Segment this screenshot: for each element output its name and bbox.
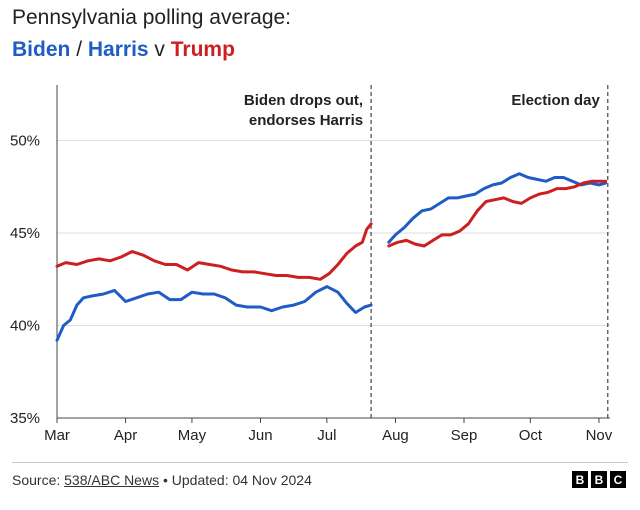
x-tick-label: Apr [114,427,137,444]
bbc-logo-letter: B [572,471,588,488]
x-tick-label: May [178,427,207,444]
gridlines [57,140,610,419]
chart-title: Pennsylvania polling average: [12,6,292,29]
series-lines [55,172,608,342]
footer-divider [12,462,628,463]
tick-labels: 35% 40% 45% 50% Mar Apr May Jun Jul Aug Sep Oct Nov [10,133,613,445]
annotation-label: Election day [511,92,600,109]
legend-biden: Biden [12,38,71,61]
source-prefix: Source: [12,472,65,488]
annotation-label: endorses Harris [249,112,363,129]
bbc-logo-letter: B [591,471,607,488]
polling-chart: Biden drops out, endorses Harris Election … [10,85,613,445]
chart-subtitle: Biden / Harris v Trump [12,38,235,62]
x-tick-label: Mar [44,427,70,444]
x-tick-label: Sep [451,427,478,444]
y-tick-label: 40% [10,318,40,335]
x-tick-label: Jul [317,427,336,444]
bbc-logo: B B C [572,471,626,488]
series-line-biden [55,285,373,342]
bbc-logo-letter: C [610,471,626,488]
source-footer: Source: 538/ABC News • Updated: 04 Nov 2… [12,472,312,488]
annotation-label: Biden drops out, [244,92,363,109]
axes [56,85,610,423]
x-tick-label: Nov [586,427,613,444]
y-tick-label: 50% [10,133,40,150]
legend-versus: v [154,38,165,61]
x-tick-label: Aug [382,427,409,444]
legend-trump: Trump [170,38,235,61]
legend-separator: / [76,38,83,61]
y-tick-label: 35% [10,410,40,427]
y-tick-label: 45% [10,225,40,242]
annotations: Biden drops out, endorses Harris Election … [244,85,609,418]
series-line-trump [55,179,608,281]
updated-text: • Updated: 04 Nov 2024 [159,472,312,488]
x-tick-label: Jun [248,427,272,444]
legend-harris: Harris [87,38,149,61]
x-tick-label: Oct [519,427,543,444]
series-line-harris [387,172,608,244]
source-link[interactable]: 538/ABC News [64,472,160,488]
